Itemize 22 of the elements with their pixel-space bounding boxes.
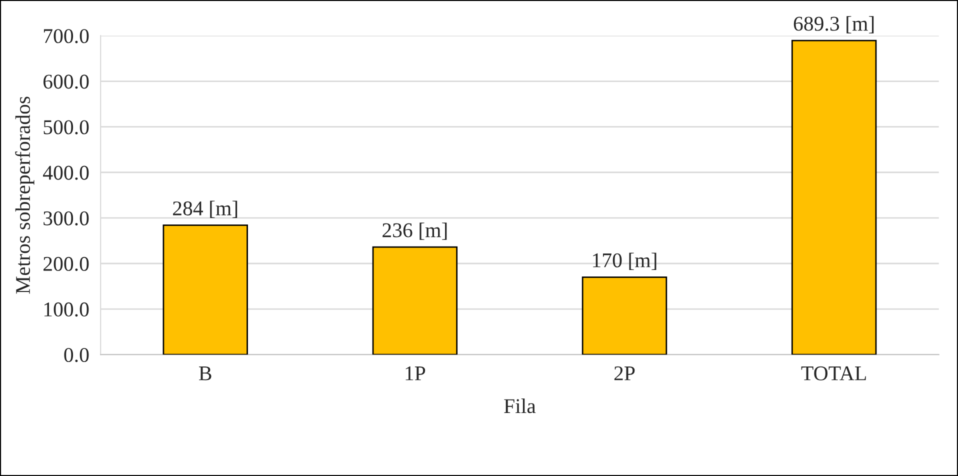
data-label: 170 [m]: [593, 252, 656, 270]
y-tick-label: 100.0: [44, 302, 89, 317]
x-tick-label: 1P: [406, 366, 426, 380]
y-axis-title: Metros sobreperforados: [15, 96, 34, 294]
bar: [372, 246, 458, 355]
data-label: 284 [m]: [173, 200, 238, 218]
bar: [162, 224, 248, 355]
y-tick-label: 0.0: [64, 348, 89, 362]
x-tick-label: B: [199, 366, 212, 380]
y-tick-label: 700.0: [44, 29, 89, 44]
y-tick-label: 500.0: [44, 120, 89, 134]
y-tick-label: 600.0: [44, 74, 89, 89]
x-axis-title: Fila: [504, 398, 536, 414]
y-tick-label: 400.0: [43, 166, 89, 180]
bar: [791, 40, 877, 355]
bar: [582, 276, 668, 355]
x-tick-label: 2P: [614, 366, 635, 380]
data-label: 689.3 [m]: [794, 16, 874, 34]
y-tick-label: 200.0: [44, 256, 89, 272]
data-label: 236 [m]: [382, 222, 447, 240]
x-tick-label: TOTAL: [801, 366, 866, 380]
y-tick-label: 300.0: [44, 211, 89, 226]
